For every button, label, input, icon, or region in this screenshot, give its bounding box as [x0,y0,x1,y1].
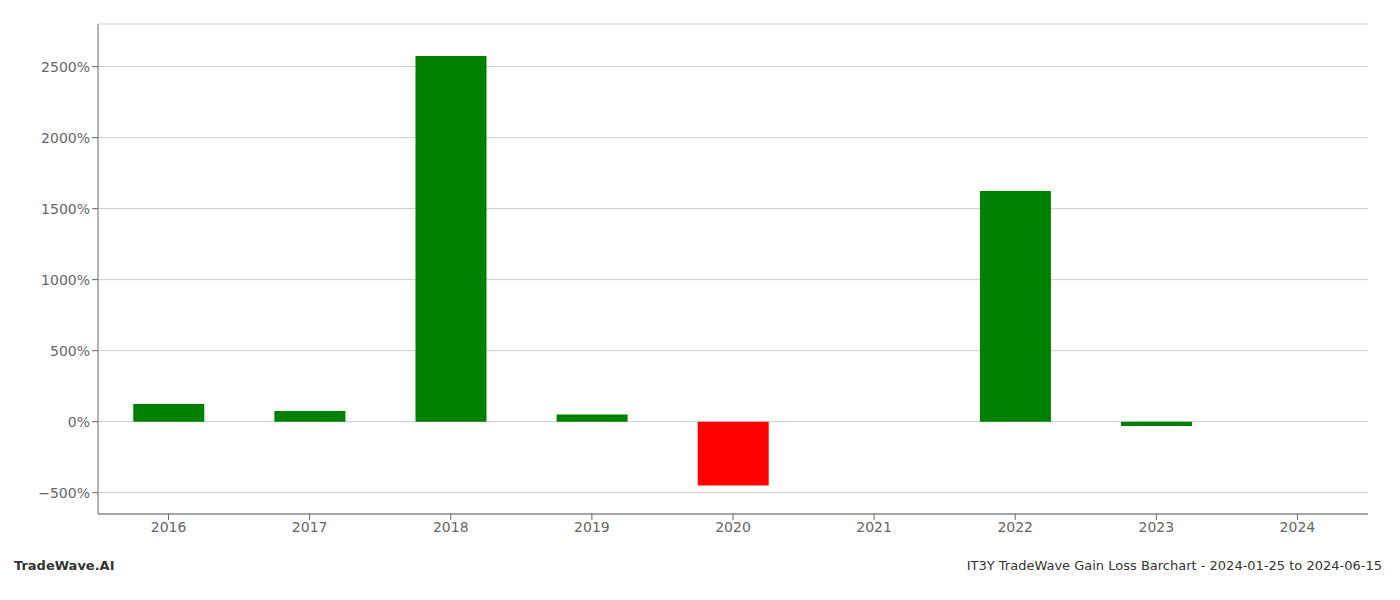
svg-text:2000%: 2000% [41,130,90,146]
html-text:TradeWave.AI: TradeWave.AI [14,558,115,573]
svg-text:0%: 0% [68,414,90,430]
svg-text:2021: 2021 [856,519,892,535]
svg-text:2018: 2018 [433,519,469,535]
svg-text:2016: 2016 [151,519,187,535]
svg-text:2024: 2024 [1280,519,1316,535]
html-text:IT3Y TradeWave Gain Loss Barch: IT3Y TradeWave Gain Loss Barchart - 2024… [966,558,1382,573]
svg-text:2020: 2020 [715,519,751,535]
svg-text:500%: 500% [50,343,90,359]
svg-text:2500%: 2500% [41,59,90,75]
svg-text:2023: 2023 [1139,519,1175,535]
svg-text:−500%: −500% [38,485,90,501]
svg-text:1500%: 1500% [41,201,90,217]
svg-text:1000%: 1000% [41,272,90,288]
svg-text:2019: 2019 [574,519,610,535]
svg-text:2017: 2017 [292,519,328,535]
svg-text:2022: 2022 [997,519,1033,535]
